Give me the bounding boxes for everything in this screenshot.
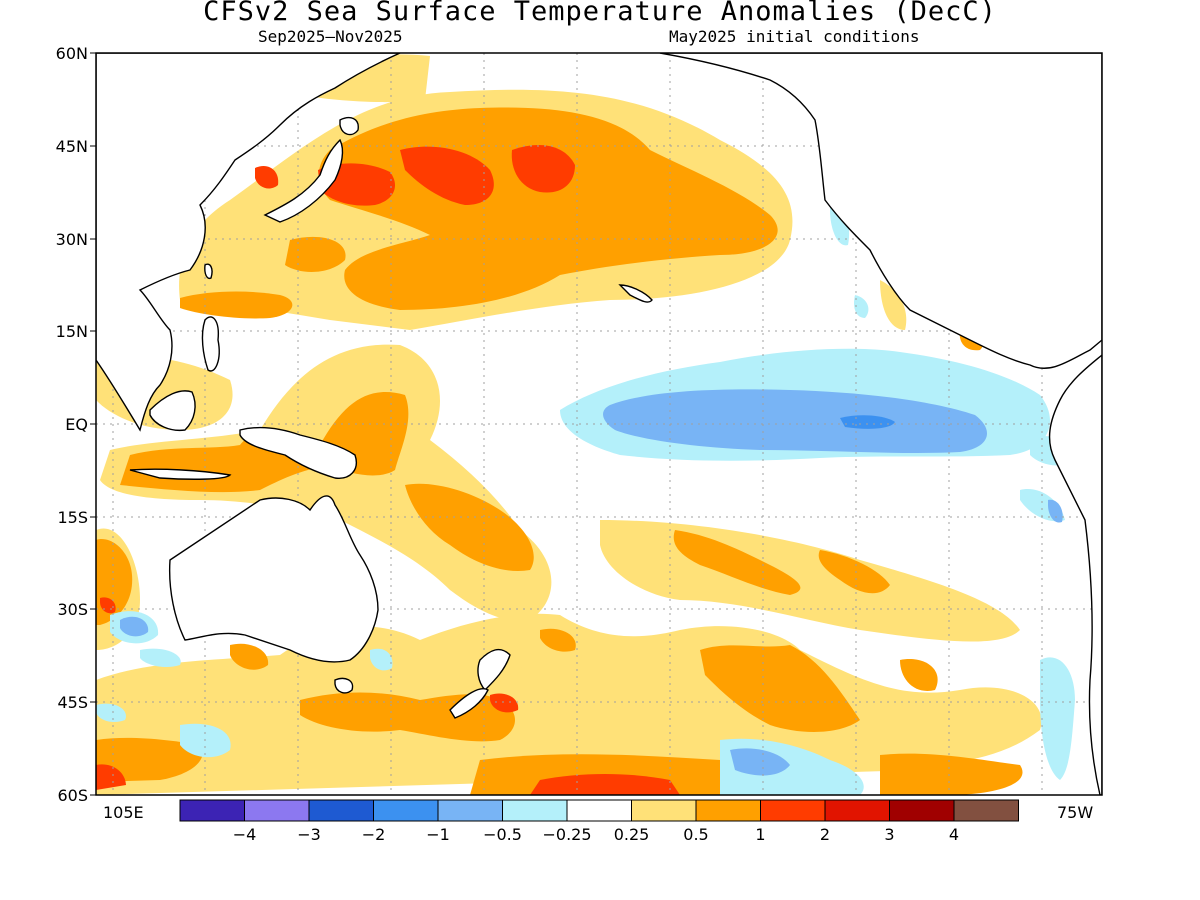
colorbar-label: 1 — [755, 825, 765, 844]
north-america-coastline — [659, 53, 1102, 369]
map-title: CFSv2 Sea Surface Temperature Anomalies … — [203, 0, 997, 27]
colorbar-swatch — [824, 799, 890, 822]
lat-label: 30S — [57, 600, 88, 619]
colorbar-label: −2 — [362, 825, 386, 844]
borneo-outline — [149, 390, 196, 432]
lon-left-label: 105E — [103, 803, 144, 822]
asia-coastline — [96, 53, 401, 432]
colorbar-swatch — [373, 799, 439, 822]
colorbar-swatch — [502, 799, 568, 822]
colorbar-swatch — [308, 799, 374, 822]
colorbar-swatch — [631, 799, 697, 822]
colorbar-swatch — [437, 799, 503, 822]
initial-conditions-subtitle: May2025 initial conditions — [669, 27, 920, 46]
lat-label: EQ — [65, 415, 88, 434]
colorbar-label: −4 — [233, 825, 257, 844]
colorbar-label: −1 — [426, 825, 450, 844]
lat-label: 15S — [57, 508, 88, 527]
japan-outline — [263, 138, 344, 223]
colorbar-label: 4 — [949, 825, 959, 844]
colorbar-label: 2 — [820, 825, 830, 844]
tasmania-outline — [334, 677, 354, 694]
anomaly-field — [96, 53, 1102, 795]
colorbar-swatch — [566, 799, 632, 822]
new-zealand-south-outline — [449, 688, 489, 719]
lat-label: 60S — [57, 786, 88, 805]
anomaly-band-neg1-neg05 — [120, 389, 1063, 776]
colorbar-label: 3 — [884, 825, 894, 844]
colorbar: −4 −3 −2 −1 −0.5 −0.25 0.25 0.5 1 2 3 4 — [179, 799, 1019, 844]
south-america-coastline — [1048, 354, 1102, 795]
lat-label: 45N — [56, 137, 88, 156]
philippines-outline — [201, 316, 220, 372]
colorbar-label: 0.25 — [614, 825, 650, 844]
season-subtitle: Sep2025–Nov2025 — [258, 27, 403, 46]
australia-outline — [168, 495, 379, 663]
colorbar-swatch — [179, 799, 245, 822]
colorbar-label: −3 — [297, 825, 321, 844]
lat-label: 45S — [57, 693, 88, 712]
colorbar-swatch — [695, 799, 761, 822]
lat-label: 15N — [56, 322, 88, 341]
colorbar-swatch — [244, 799, 310, 822]
taiwan-outline — [204, 263, 213, 280]
hawaii-outline — [618, 284, 653, 303]
latitude-axis: 60N 45N 30N 15N EQ 15S 30S 45S 60S — [56, 44, 96, 805]
colorbar-label: 0.5 — [683, 825, 708, 844]
colorbar-label: −0.5 — [483, 825, 522, 844]
coastlines — [129, 117, 653, 719]
lat-label: 60N — [56, 44, 88, 63]
map-grid — [96, 53, 1102, 795]
colorbar-swatch — [889, 799, 955, 822]
java-outline — [129, 468, 232, 480]
lat-label: 30N — [56, 230, 88, 249]
colorbar-swatch — [760, 799, 826, 822]
new-zealand-north-outline — [477, 648, 511, 692]
new-guinea-outline — [239, 426, 357, 479]
hokkaido-outline — [339, 117, 359, 136]
lon-right-label: 75W — [1057, 803, 1093, 822]
colorbar-swatch — [953, 799, 1019, 822]
colorbar-label: −0.25 — [542, 825, 591, 844]
